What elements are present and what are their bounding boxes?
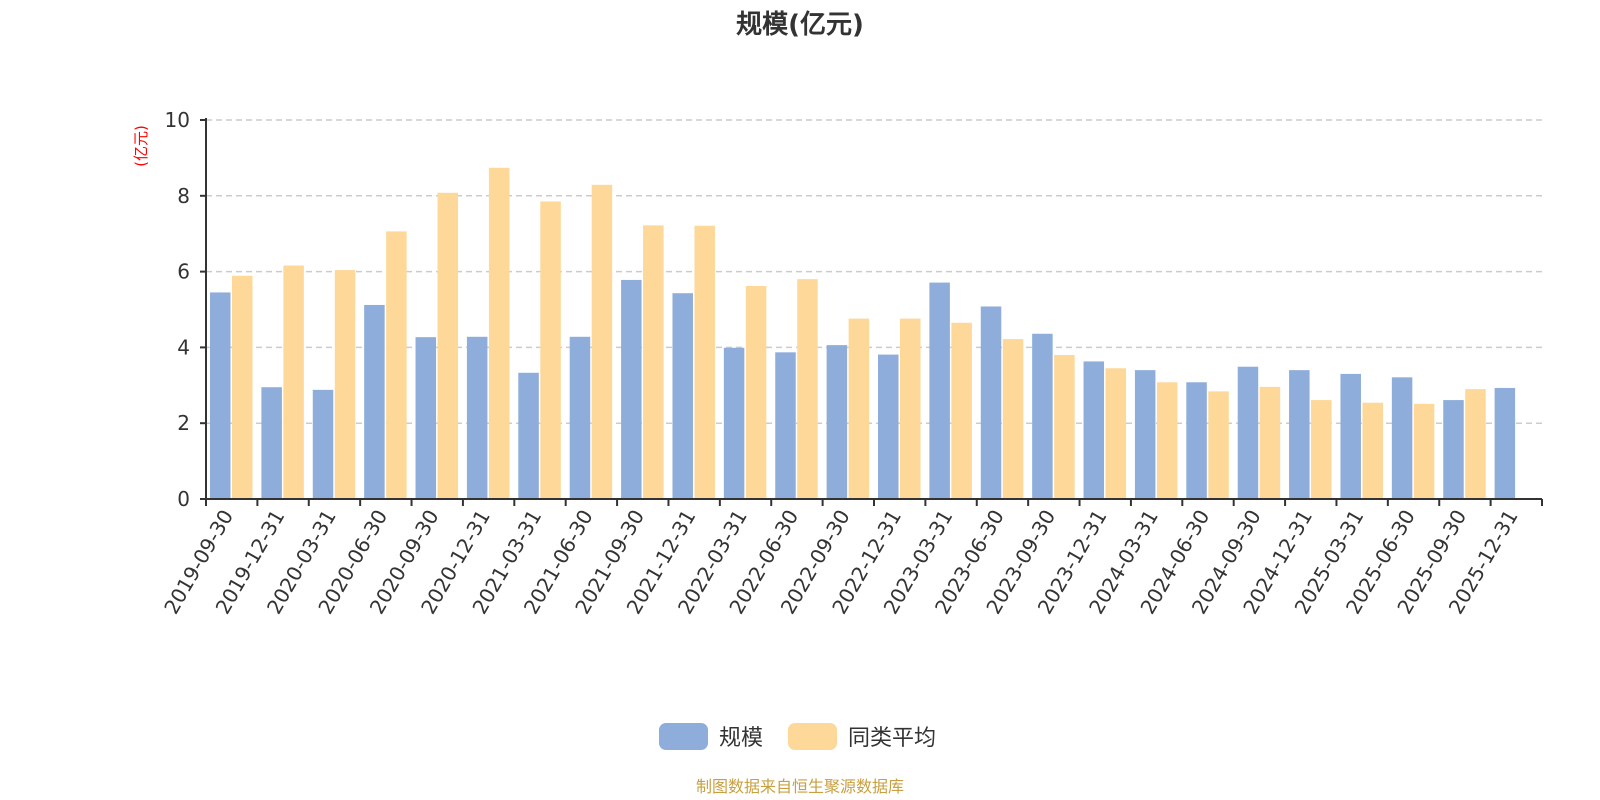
bar-peer-average [900,318,921,499]
bar-peer-average [334,270,356,499]
bar-scale [878,354,899,499]
bar-scale [312,389,334,499]
bar-peer-average [232,275,253,499]
bar-peer-average [745,286,767,499]
bar-peer-average [540,201,561,500]
bar-peer-average [1156,382,1178,499]
bar-scale [929,282,950,499]
y-axis-unit-label: (亿元) [132,125,150,167]
bar-peer-average [848,318,870,499]
bar-peer-average [386,231,407,499]
bar-scale [1134,370,1156,499]
bar-scale [723,347,745,499]
legend-label-scale[interactable]: 规模 [719,726,763,751]
bar-scale [210,292,231,499]
bar-scale [826,345,848,499]
bar-peer-average [1362,402,1383,499]
bar-peer-average [1054,354,1075,499]
bar-peer-average [1413,403,1435,499]
bar-scale [261,387,282,499]
bar-scale [672,293,693,499]
chart-title: 规模(亿元) [736,10,864,40]
bar-scale [1032,333,1053,499]
bar-scale [466,336,488,499]
legend-swatch-scale[interactable] [659,723,708,750]
bar-scale [1237,366,1259,499]
y-tick-label: 8 [177,184,190,208]
bar-peer-average [694,225,715,499]
bar-peer-average [591,184,613,499]
axes [200,118,1543,506]
data-source-note: 制图数据来自恒生聚源数据库 [696,777,904,796]
bar-scale [518,372,539,499]
bars [210,167,1516,500]
bar-scale [1083,361,1105,499]
bar-scale [364,304,385,499]
bar-peer-average [643,225,664,499]
bar-peer-average [951,322,972,499]
bar-scale [775,352,796,499]
y-tick-label: 4 [177,335,190,359]
bar-peer-average [1002,339,1024,499]
y-tick-label: 2 [177,411,190,435]
y-tick-labels: 0 2 4 6 8 10 [165,108,190,511]
bar-peer-average [1311,400,1332,499]
bar-scale [569,336,591,499]
bar-peer-average [283,265,304,499]
bar-scale [415,337,437,499]
legend-swatch-peer-average[interactable] [788,723,837,750]
bar-scale [1289,370,1310,499]
y-tick-label: 6 [177,260,190,284]
y-tick-label: 10 [165,108,190,132]
bar-scale [1186,382,1207,499]
x-tick-labels: 2019-09-302019-12-312020-03-312020-06-30… [159,505,1523,618]
bar-scale [1443,400,1464,499]
bar-peer-average [488,167,510,499]
bar-peer-average [437,192,459,499]
legend: 规模 同类平均 [659,723,936,751]
bar-peer-average [1259,386,1281,499]
bar-scale [1494,387,1516,499]
bar-scale [980,306,1002,499]
bar-peer-average [797,279,818,499]
y-tick-label: 0 [177,487,190,511]
bar-peer-average [1465,389,1486,499]
bar-scale [1340,373,1361,499]
bar-peer-average [1105,368,1127,499]
bar-peer-average [1208,391,1229,499]
bar-scale [621,279,642,499]
bar-scale [1391,377,1413,499]
legend-label-peer-average[interactable]: 同类平均 [848,726,936,751]
